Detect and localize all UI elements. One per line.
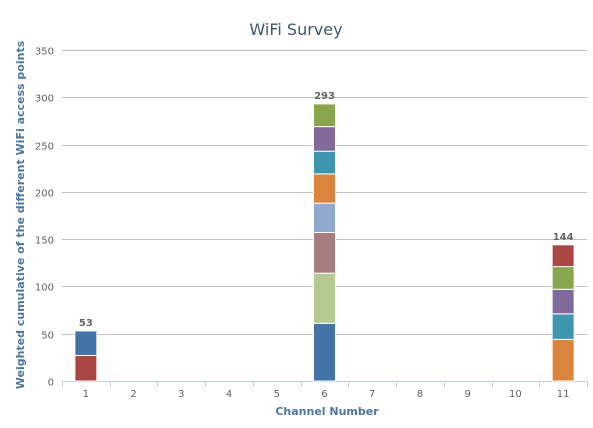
bar-segment[interactable] xyxy=(313,150,336,175)
y-axis-ticks: 0 50 100 150 200 250 300 350 xyxy=(35,47,54,389)
bar-segment[interactable] xyxy=(551,244,575,268)
bar-segment[interactable] xyxy=(551,288,575,315)
bar-total-label: 53 xyxy=(79,318,93,329)
bar-segment[interactable] xyxy=(74,354,98,382)
bar-segment[interactable] xyxy=(551,313,575,340)
x-tick-label: 11 xyxy=(557,389,570,400)
x-tick-label: 9 xyxy=(464,389,470,400)
x-tick-label: 10 xyxy=(509,389,522,400)
x-tick-label: 8 xyxy=(417,389,423,400)
x-tick-label: 5 xyxy=(274,389,280,400)
y-axis-title: Weighted cumulative of the different WiF… xyxy=(14,40,27,389)
bars xyxy=(74,103,575,382)
bar-segment[interactable] xyxy=(551,338,575,382)
y-tick-label: 350 xyxy=(35,47,54,58)
bar-segment[interactable] xyxy=(313,173,336,204)
x-tick-label: 2 xyxy=(130,389,136,400)
x-tick-label: 7 xyxy=(369,389,375,400)
x-tick-label: 3 xyxy=(178,389,184,400)
bar-segment[interactable] xyxy=(551,266,575,290)
y-tick-label: 300 xyxy=(35,94,54,105)
y-tick-label: 150 xyxy=(35,236,54,247)
x-tick-label: 6 xyxy=(321,389,327,400)
bar-total-label: 144 xyxy=(553,232,574,243)
x-axis-title: Channel Number xyxy=(275,405,379,418)
bar-segment[interactable] xyxy=(313,202,336,234)
y-tick-label: 250 xyxy=(35,142,54,153)
x-axis: 1 2 3 4 5 6 7 8 9 10 11 xyxy=(62,381,588,400)
bar-segment[interactable] xyxy=(313,272,336,324)
chart-title: WiFi Survey xyxy=(249,20,342,39)
y-tick-label: 100 xyxy=(35,283,54,294)
x-tick-label: 1 xyxy=(83,389,89,400)
bar-segment[interactable] xyxy=(313,103,336,128)
y-tick-label: 200 xyxy=(35,189,54,200)
bar-total-label: 293 xyxy=(314,91,335,102)
bar-segment[interactable] xyxy=(313,232,336,274)
y-tick-label: 50 xyxy=(41,331,54,342)
data-labels: 53 293 144 xyxy=(79,91,574,329)
x-tick-label: 4 xyxy=(226,389,232,400)
bar-segment[interactable] xyxy=(313,322,336,382)
bar-segment[interactable] xyxy=(313,126,336,152)
bar-segment[interactable] xyxy=(74,330,98,356)
y-tick-label: 0 xyxy=(48,378,54,389)
